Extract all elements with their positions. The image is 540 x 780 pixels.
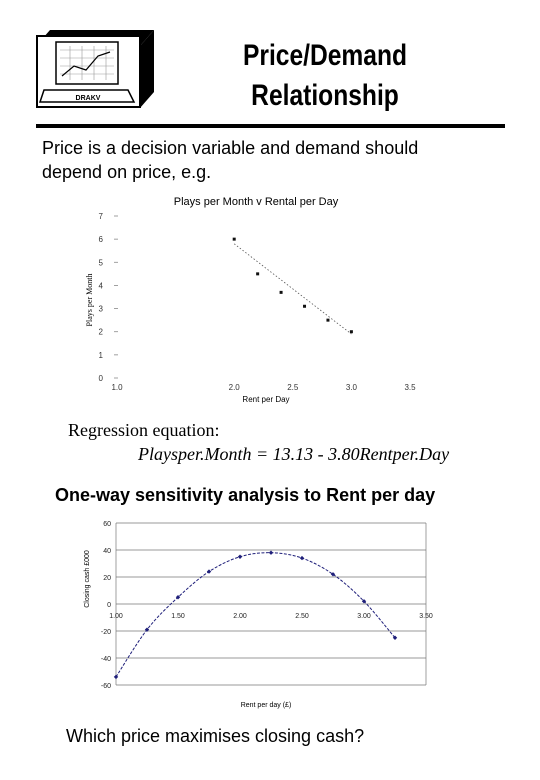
header-divider	[36, 124, 505, 128]
chart2-data-point	[299, 555, 305, 561]
chart1-data-point	[232, 237, 236, 241]
chart2-x-axis-label: Rent per day (£)	[241, 702, 292, 709]
chart1-y-tick-label: 0	[99, 374, 104, 383]
chart2-series-line	[115, 552, 396, 678]
chart1-y-tick-label: 6	[99, 235, 104, 244]
logo-label: DRAKV	[76, 95, 101, 102]
closing-question: Which price maximises closing cash?	[66, 726, 365, 746]
chart1-trendline	[233, 243, 352, 335]
chart1-title: Plays per Month v Rental per Day	[174, 196, 339, 208]
page-title: Price/Demand Relationship	[235, 36, 415, 116]
chart2-y-tick-label: 60	[103, 521, 111, 528]
chart2-y-tick-label: -60	[101, 683, 111, 690]
chart2-x-tick-label: 3.00	[357, 613, 371, 620]
title-line-1: Price/Demand	[242, 39, 408, 72]
chart1-data-point	[349, 330, 353, 334]
chart1-y-tick-label: 3	[99, 305, 104, 314]
chart2-data-point	[237, 554, 243, 559]
chart1-y-tick-label: 5	[99, 258, 104, 267]
chart2-x-tick-label: 2.50	[295, 613, 309, 620]
chart2-y-axis-label: Closing cash £000	[84, 550, 91, 608]
chart1-y-tick-label: 1	[99, 351, 104, 360]
chart2-data-point	[392, 635, 398, 640]
chart2-y-tick-label: -20	[101, 629, 111, 636]
chart2-y-tick-label: 0	[107, 602, 111, 609]
sensitivity-heading: One-way sensitivity analysis to Rent per…	[55, 485, 436, 505]
chart2-x-tick-label: 3.50	[419, 613, 433, 620]
chart1-y-tick-label: 2	[99, 328, 104, 337]
chart1-y-axis-label: Plays per Month	[85, 274, 94, 327]
plays-vs-rent-chart: Plays per Month v Rental per Day Rent pe…	[85, 196, 416, 404]
chart1-x-tick-label: 2.5	[287, 383, 299, 392]
chart2-data-point	[175, 595, 181, 600]
chart1-x-axis-label: Rent per Day	[242, 395, 289, 404]
chart2-data-point	[330, 572, 336, 577]
chart2-x-tick-label: 1.50	[171, 613, 185, 620]
chart2-y-tick-label: 40	[103, 548, 111, 555]
chart2-x-tick-label: 1.00	[109, 613, 123, 620]
chart1-data-point	[279, 290, 283, 294]
chart1-y-tick-label: 7	[99, 212, 104, 221]
chart1-x-tick-label: 2.0	[229, 383, 241, 392]
chart2-data-point	[268, 550, 274, 555]
drakv-logo: DRAKV	[36, 30, 154, 108]
chart1-x-tick-label: 3.0	[346, 383, 358, 392]
regression-equation: Playsper.Month = 13.13 - 3.80Rentper.Day	[138, 444, 450, 464]
chart1-y-tick-label: 4	[99, 281, 104, 290]
chart1-data-point	[303, 304, 307, 308]
chart2-y-tick-label: 20	[103, 575, 111, 582]
chart1-x-tick-label: 1.0	[111, 383, 123, 392]
regression-label: Regression equation:	[68, 420, 220, 440]
intro-text: Price is a decision variable and demand …	[42, 138, 419, 182]
chart2-y-tick-label: -40	[101, 656, 111, 663]
chart2-x-tick-label: 2.00	[233, 613, 247, 620]
chart1-data-point	[326, 318, 330, 322]
closing-cash-chart: Rent per day (£) Closing cash £000 60 40 2…	[84, 521, 433, 709]
title-line-2: Relationship	[251, 79, 399, 112]
chart1-x-tick-label: 3.5	[404, 383, 416, 392]
chart1-data-point	[256, 272, 260, 276]
